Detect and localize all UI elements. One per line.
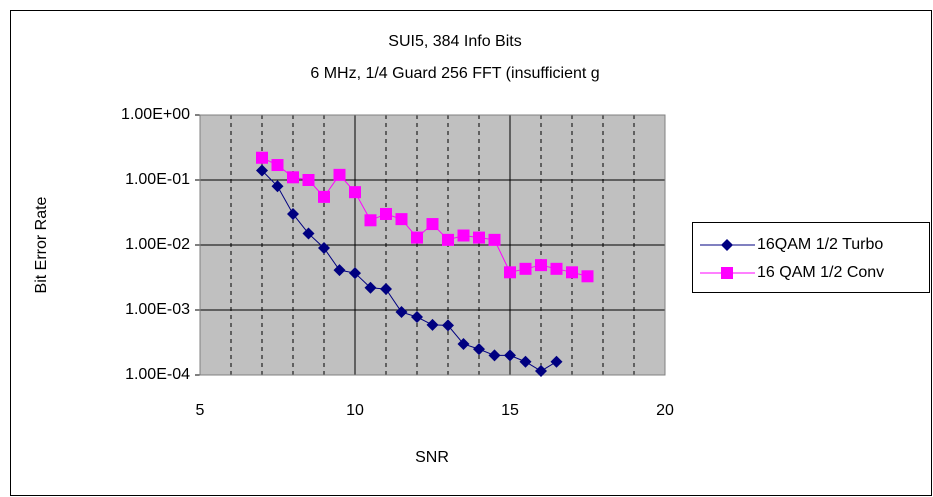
chart-subtitle: 6 MHz, 1/4 Guard 256 FFT (insufficient g — [310, 65, 599, 82]
marker — [411, 231, 423, 244]
chart-title: SUI5, 384 Info Bits — [388, 33, 521, 50]
marker — [302, 227, 315, 240]
series-line — [261, 157, 588, 277]
marker — [318, 241, 330, 254]
marker — [364, 214, 377, 227]
marker — [426, 318, 439, 331]
marker — [395, 213, 408, 226]
marker — [256, 164, 268, 177]
marker — [488, 349, 501, 362]
marker — [380, 283, 392, 296]
marker — [457, 229, 470, 242]
legend-label: 16QAM 1/2 Turbo — [757, 236, 883, 253]
y-tick-label: 1.00E-02 — [125, 236, 190, 253]
marker — [349, 267, 361, 280]
marker — [457, 337, 470, 350]
marker — [333, 264, 346, 277]
marker — [271, 180, 284, 193]
y-tick-label: 1.00E-04 — [125, 366, 190, 383]
legend-marker — [721, 239, 733, 251]
marker — [287, 207, 299, 220]
marker — [473, 231, 485, 244]
y-tick-label: 1.00E-01 — [125, 171, 190, 188]
x-tick-label: 20 — [656, 402, 674, 419]
y-axis-label: Bit Error Rate — [33, 196, 50, 293]
marker — [550, 262, 563, 275]
marker — [380, 207, 392, 220]
marker — [349, 186, 361, 199]
legend-box — [692, 222, 930, 293]
x-tick-label: 15 — [501, 402, 519, 419]
x-tick-label: 10 — [346, 402, 364, 419]
marker — [271, 159, 284, 172]
marker — [473, 343, 485, 356]
marker — [535, 365, 547, 378]
x-axis-label: SNR — [415, 449, 449, 466]
marker — [395, 306, 408, 319]
legend-marker — [721, 267, 733, 279]
marker — [519, 355, 532, 368]
marker — [287, 171, 299, 184]
marker — [566, 266, 578, 279]
marker — [411, 311, 423, 324]
marker — [318, 190, 330, 203]
marker — [504, 349, 516, 362]
marker — [519, 262, 532, 275]
marker — [333, 168, 346, 181]
marker — [364, 281, 377, 294]
marker — [426, 218, 439, 231]
marker — [488, 233, 501, 246]
plot-border — [199, 114, 666, 376]
marker — [550, 355, 563, 368]
x-tick-label: 5 — [196, 402, 205, 419]
marker — [581, 270, 594, 283]
marker — [256, 151, 268, 164]
marker — [442, 233, 454, 246]
y-tick-label: 1.00E+00 — [121, 106, 190, 123]
marker — [442, 319, 454, 332]
marker — [535, 259, 547, 272]
legend-label: 16 QAM 1/2 Conv — [757, 264, 884, 281]
y-tick-label: 1.00E-03 — [125, 301, 190, 318]
marker — [504, 266, 516, 279]
marker — [302, 174, 315, 186]
